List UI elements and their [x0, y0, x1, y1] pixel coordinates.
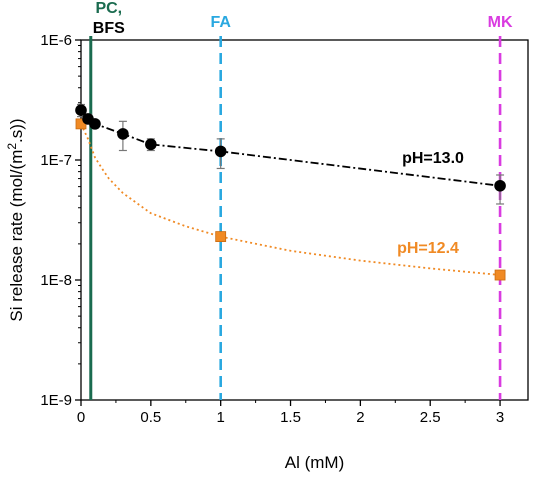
data-point-ph130: [117, 128, 129, 140]
y-tick-label: 1E-7: [40, 152, 72, 169]
x-tick-label: 0.5: [140, 409, 161, 426]
series-label-ph124: pH=12.4: [397, 240, 459, 257]
x-tick-label: 0: [77, 409, 85, 426]
y-tick-label: 1E-9: [40, 392, 72, 409]
data-point-ph124: [494, 269, 506, 281]
y-tick-label: 1E-8: [40, 272, 72, 289]
reference-label: PC,: [95, 0, 122, 17]
reference-label: BFS: [93, 20, 125, 37]
x-tick-label: 2.5: [420, 409, 441, 426]
series-ph130-line: [80, 109, 501, 187]
x-tick-label: 1.5: [280, 409, 301, 426]
series-label-ph130: pH=13.0: [402, 150, 464, 167]
data-point-ph130: [145, 138, 157, 151]
data-point-ph130: [75, 104, 87, 117]
plot-frame: [80, 39, 529, 401]
data-point-ph130: [89, 118, 101, 130]
reference-label: MK: [488, 14, 513, 31]
data-point-ph124: [215, 231, 227, 242]
x-tick-label: 2: [356, 409, 364, 426]
data-point-ph130: [494, 179, 506, 192]
y-tick-label: 1E-6: [40, 32, 72, 49]
y-axis-title: Si release rate (mol/(m2.s)): [5, 118, 26, 321]
data-point-ph130: [214, 145, 227, 158]
x-tick-label: 3: [496, 409, 504, 426]
x-tick-label: 1: [217, 409, 225, 426]
x-axis-title: Al (mM): [285, 453, 344, 472]
series-ph124-fit-line: [80, 123, 501, 276]
reference-label: FA: [210, 14, 231, 31]
